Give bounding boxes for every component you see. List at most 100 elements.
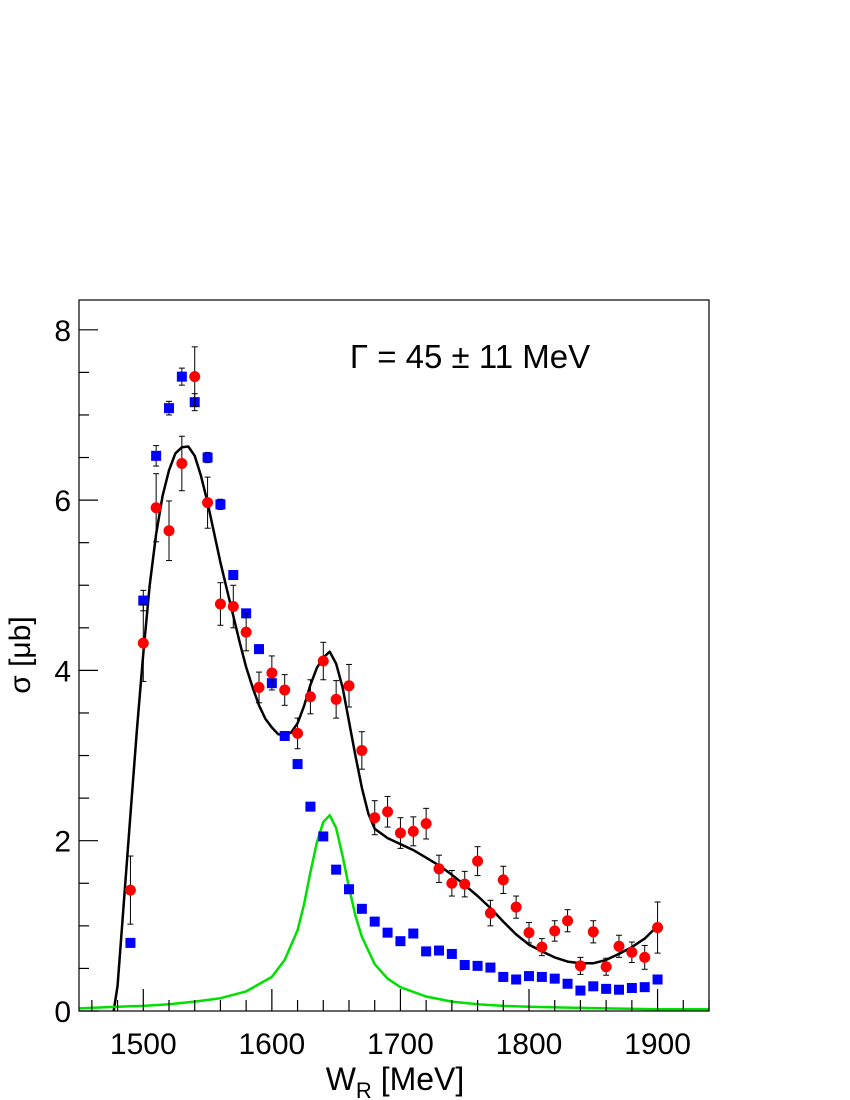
red-data-point [459,878,471,890]
red-data-point [574,960,586,972]
red-data-point [652,922,664,934]
x-tick-label: 1700 [367,1028,434,1061]
blue-data-point [472,960,483,971]
red-data-point [292,727,304,739]
red-data-point [446,877,458,889]
curves-layer [78,445,709,1012]
red-data-point [626,946,638,958]
red-data-point [536,941,548,953]
red-data-point [227,601,239,613]
blue-data-point [215,499,226,510]
plot-frame [78,299,710,1012]
blue-data-point [382,927,393,938]
x-tick-label: 1800 [496,1028,563,1061]
x-tick-label: 1600 [238,1028,305,1061]
red-data-point [240,626,252,638]
width-annotation: Γ = 45 ± 11 MeV [350,338,590,375]
blue-data-point [588,981,599,992]
blue-data-point [549,973,560,984]
blue-data-point [459,960,470,971]
blue-data-point [536,971,547,982]
blue-data-point [639,982,650,993]
red-data-point [343,680,355,692]
total-fit-curve [112,445,659,1012]
red-data-point [394,827,406,839]
blue-data-point [601,983,612,994]
blue-data-point [164,403,174,414]
red-data-point [304,691,316,703]
red-data-point [549,925,561,937]
red-data-point [163,525,175,537]
red-data-point [484,907,496,919]
blue-data-point [344,884,354,895]
red-data-point [279,684,291,696]
x-axis-label-subscript: R [356,1078,372,1100]
y-axis-label: σ [μb] [4,616,37,694]
red-data-point [407,825,419,837]
blue-data-point [511,974,522,985]
blue-data-point [279,730,290,741]
y-tick-label: 2 [54,826,71,859]
red-data-point [562,915,574,927]
red-data-point [266,667,278,679]
red-data-point [382,806,394,818]
y-tick-label: 6 [54,485,71,518]
red-data-point [253,681,265,693]
y-tick-label: 4 [54,655,71,688]
red-data-point [356,744,368,756]
blue-data-point [292,759,303,770]
resonance-curve [78,813,709,1011]
red-data-point [639,951,651,963]
blue-data-point [408,928,419,939]
red-data-point [510,901,522,913]
y-tick-label: 8 [54,315,71,348]
blue-data-point [498,971,509,982]
blue-data-point [614,984,624,995]
y-tick-label: 0 [54,996,71,1029]
x-tick-label: 1500 [110,1028,177,1061]
red-data-point [214,598,226,610]
blue-data-point [305,801,316,812]
blue-data-point [652,974,663,985]
blue-data-point [524,971,534,982]
points-layer [124,346,664,996]
blue-data-point [626,983,637,994]
blue-data-point [228,570,239,581]
red-data-point [369,812,381,824]
red-data-point [497,874,509,886]
blue-data-point [151,450,162,461]
blue-data-point [395,936,406,947]
red-data-point [587,926,599,938]
blue-data-point [575,985,586,996]
blue-data-point [138,595,149,606]
x-axis-label: WR [MeV] [326,1061,465,1100]
blue-data-point [369,916,380,927]
red-data-point [613,940,625,952]
blue-data-point [356,903,367,914]
red-data-point [317,655,329,667]
blue-data-point [562,978,573,989]
red-data-point [137,637,149,649]
red-data-point [420,818,432,830]
red-data-point [523,927,535,939]
blue-data-point [254,644,264,655]
red-data-point [600,961,612,973]
blue-data-point [125,937,136,948]
blue-data-point [421,946,432,957]
blue-data-point [176,371,187,382]
red-data-point [124,884,136,896]
red-data-point [202,497,214,509]
blue-data-point [318,831,329,842]
blue-data-point [446,948,457,959]
blue-data-point [202,452,213,463]
blue-data-point [331,864,342,875]
red-data-point [189,371,201,383]
blue-data-point [434,945,444,956]
red-data-point [472,855,484,867]
x-axis-label-main: W [326,1061,357,1097]
axes-layer: 1500 1600 1700 1800 1900 0 2 4 6 8 [54,315,710,1061]
red-data-point [150,502,162,514]
red-data-point [330,693,342,705]
x-tick-label: 1900 [624,1028,691,1061]
